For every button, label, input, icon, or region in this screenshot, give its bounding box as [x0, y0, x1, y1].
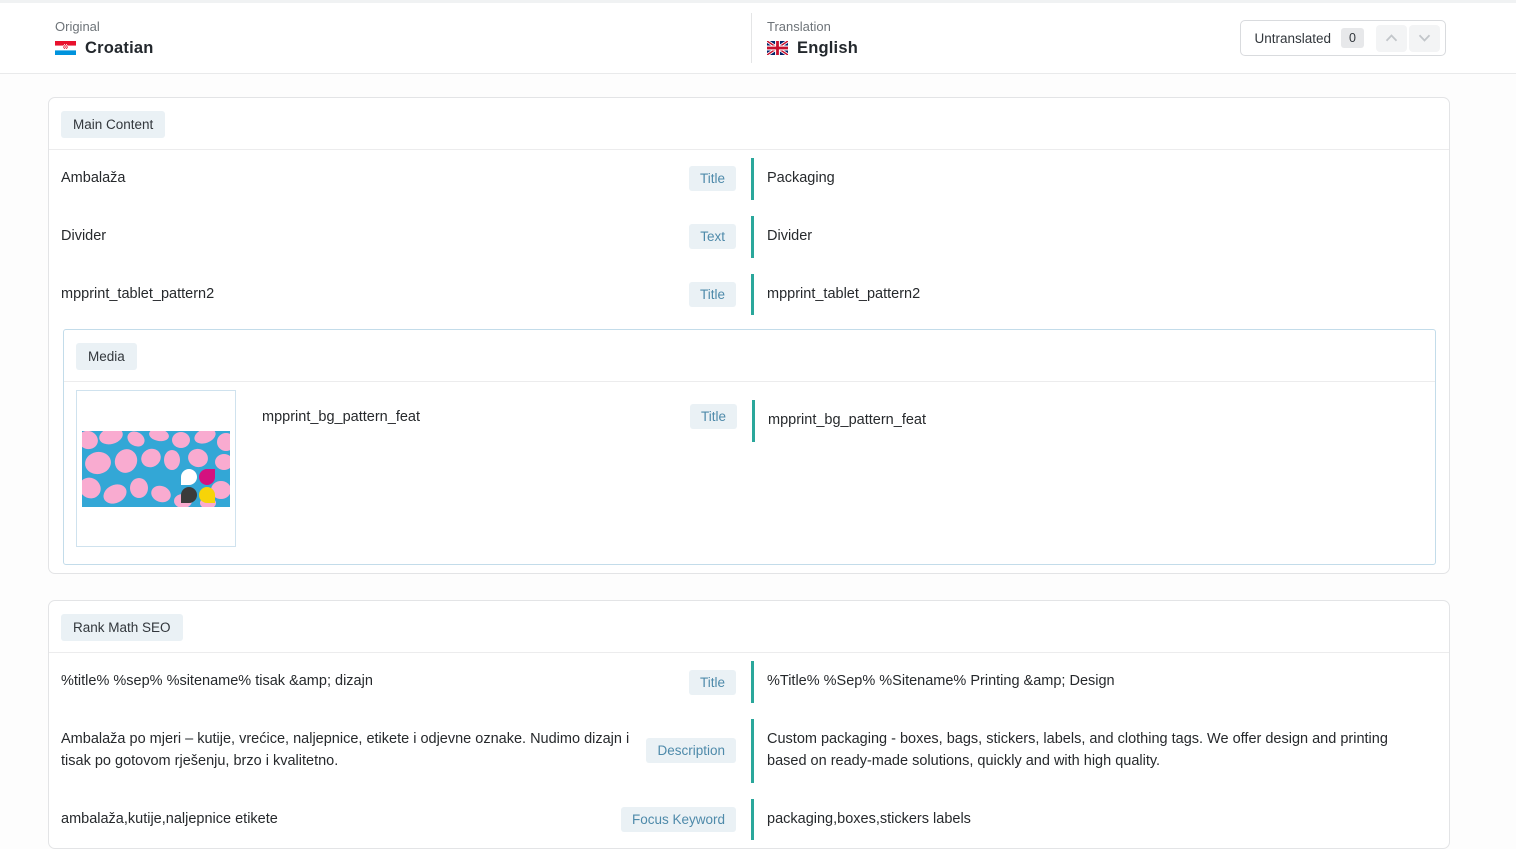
original-label: Original: [55, 18, 100, 34]
previous-untranslated-button[interactable]: [1376, 24, 1407, 52]
field-type-badge: Title: [688, 281, 736, 307]
media-section-badge: Media: [76, 343, 137, 371]
section-divider: [49, 149, 1449, 150]
source-cell: Divider Text: [61, 224, 751, 250]
source-cell: mpprint_tablet_pattern2 Title: [61, 281, 751, 307]
translation-row-tablet-pattern: mpprint_tablet_pattern2 Title mpprint_ta…: [49, 266, 1449, 324]
header-divider: [751, 13, 752, 63]
translation-language-column: Translation English: [767, 19, 1240, 58]
translation-cell[interactable]: Packaging: [751, 158, 1449, 200]
next-untranslated-button[interactable]: [1409, 24, 1440, 52]
filter-status-label[interactable]: Untranslated: [1254, 30, 1332, 46]
media-thumbnail-frame: [76, 390, 236, 548]
translation-row-seo-focus-keyword: ambalaža,kutije,naljepnice etikete Focus…: [49, 791, 1449, 849]
field-type-badge: Title: [688, 166, 736, 192]
translation-row-seo-title: %title% %sep% %sitename% tisak &amp; diz…: [49, 653, 1449, 711]
source-text: mpprint_bg_pattern_feat: [262, 409, 420, 426]
source-cell: Ambalaža po mjeri – kutije, vrećice, nal…: [61, 729, 751, 773]
field-type-badge: Title: [689, 404, 737, 430]
croatia-flag-icon: [55, 41, 76, 55]
cmyk-pattern-thumbnail: [82, 430, 230, 507]
rank-math-section-badge: Rank Math SEO: [61, 614, 183, 642]
source-text: ambalaža,kutije,naljepnice etikete: [61, 810, 278, 827]
translation-cell[interactable]: %Title% %Sep% %Sitename% Printing &amp; …: [751, 661, 1449, 703]
untranslated-filter[interactable]: Untranslated 0: [1239, 20, 1446, 56]
translation-row-seo-description: Ambalaža po mjeri – kutije, vrećice, nal…: [49, 711, 1449, 791]
translation-cell[interactable]: Custom packaging - boxes, bags, stickers…: [751, 719, 1449, 783]
translation-cell[interactable]: Divider: [751, 215, 1449, 258]
section-divider: [49, 652, 1449, 654]
untranslated-count-badge: 0: [1341, 28, 1364, 48]
source-text: Divider: [61, 227, 107, 244]
source-cell: %title% %sep% %sitename% tisak &amp; diz…: [61, 669, 751, 695]
source-text: Ambalaža: [61, 170, 126, 186]
section-divider: [64, 381, 1435, 383]
source-cell: mpprint_bg_pattern_feat Title: [76, 390, 752, 548]
translation-label: Translation: [767, 18, 831, 34]
source-cell: Ambalaža Title: [61, 166, 751, 192]
translation-row-media-image: mpprint_bg_pattern_feat Title mpprint_bg…: [64, 382, 1435, 564]
original-language-column: Original Croatian: [55, 19, 751, 58]
source-text: mpprint_tablet_pattern2: [61, 285, 215, 302]
field-type-badge: Text: [689, 224, 736, 250]
translation-cell[interactable]: mpprint_bg_pattern_feat: [752, 400, 1435, 442]
translation-cell[interactable]: mpprint_tablet_pattern2: [751, 273, 1449, 316]
source-text: %title% %sep% %sitename% tisak &amp; diz…: [61, 673, 373, 690]
main-content-section-badge: Main Content: [61, 111, 166, 138]
translation-row-divider: Divider Text Divider: [49, 208, 1449, 266]
source-text: Ambalaža po mjeri – kutije, vrećice, nal…: [61, 731, 630, 769]
source-cell: ambalaža,kutije,naljepnice etikete Focus…: [61, 806, 751, 832]
uk-flag-icon: [767, 41, 788, 55]
translation-row-ambalaza: Ambalaža Title Packaging: [49, 150, 1449, 208]
translation-cell[interactable]: packaging,boxes,stickers labels: [751, 798, 1449, 841]
translation-language-name: English: [797, 38, 858, 57]
language-header: Original Croatian Translation: [0, 3, 1516, 74]
rank-math-seo-panel: Rank Math SEO %title% %sep% %sitename% t…: [48, 600, 1450, 849]
media-sub-panel: Media: [63, 329, 1436, 566]
chevron-down-icon: [1418, 34, 1431, 42]
field-type-badge: Focus Keyword: [620, 806, 736, 832]
chevron-up-icon: [1385, 34, 1398, 42]
original-language-name: Croatian: [85, 38, 154, 57]
field-type-badge: Description: [646, 738, 736, 764]
main-content-panel: Main Content Ambalaža Title Packaging Di…: [48, 97, 1450, 575]
field-type-badge: Title: [688, 669, 736, 695]
